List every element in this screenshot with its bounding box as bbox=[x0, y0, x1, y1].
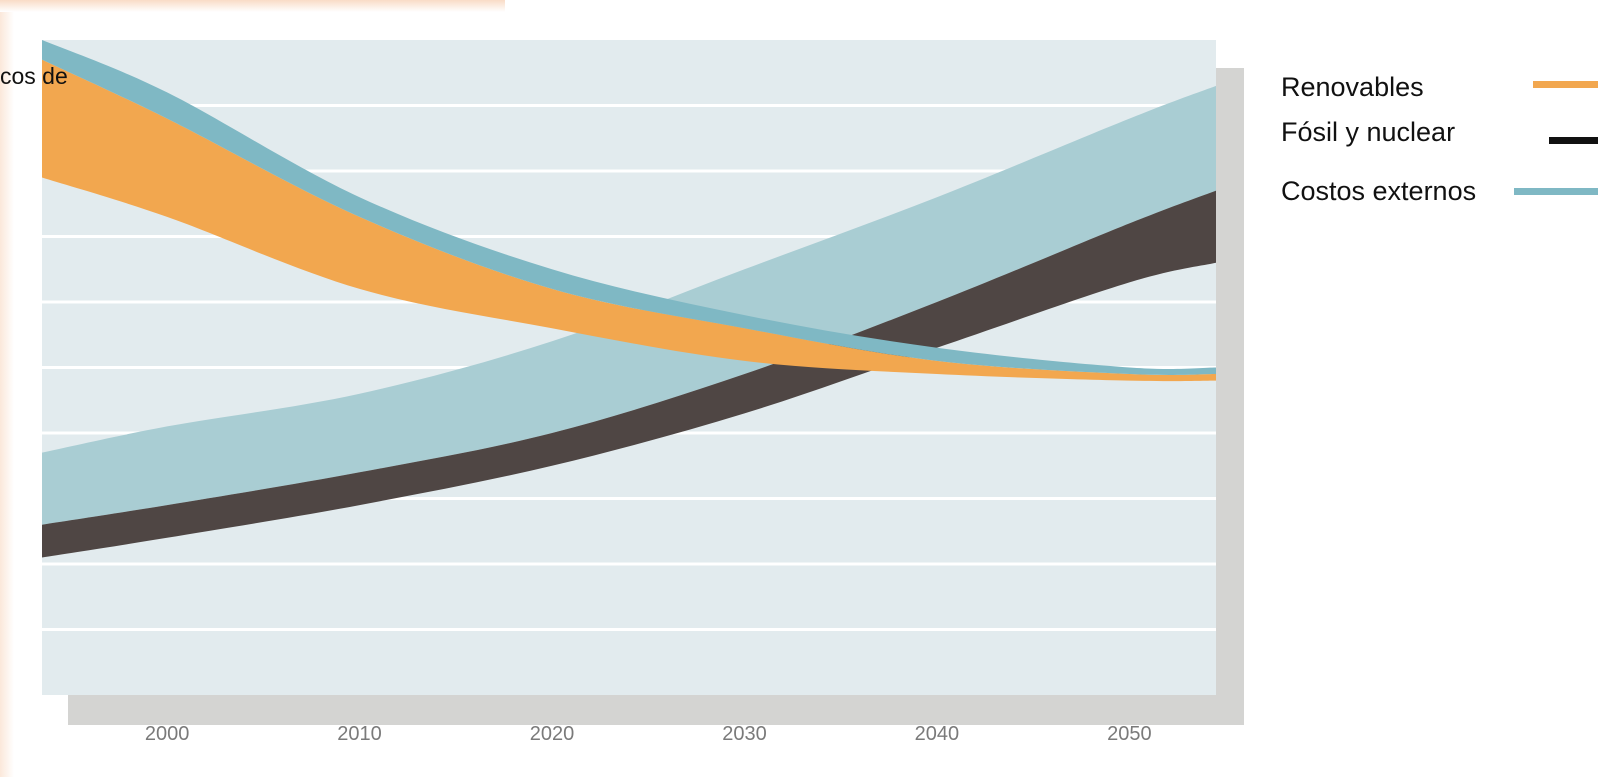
band-renovables bbox=[42, 59, 1216, 382]
x-tick-label: 2030 bbox=[722, 723, 767, 745]
x-axis-ticks: 2000 2010 2020 2030 2040 2050 bbox=[145, 723, 1152, 745]
x-tick-label: 2020 bbox=[530, 723, 575, 745]
band-fosil-nuclear bbox=[42, 190, 1216, 558]
legend-label-costos-externos: Costos externos bbox=[1281, 176, 1477, 206]
legend-swatch-costos-externos bbox=[1514, 188, 1598, 195]
legend-label-renovables: Renovables bbox=[1281, 72, 1424, 102]
x-tick-label: 2040 bbox=[915, 723, 960, 745]
cropped-heading-text: cos de bbox=[0, 63, 68, 89]
x-tick-label: 2050 bbox=[1107, 723, 1152, 745]
top-decorative-strip bbox=[0, 0, 505, 12]
legend-swatch-renovables bbox=[1533, 81, 1598, 88]
legend-label-fosil-nuclear: Fósil y nuclear bbox=[1281, 117, 1456, 147]
legend-swatch-fosil-nuclear bbox=[1549, 137, 1598, 144]
data-bands bbox=[42, 40, 1216, 558]
band-costos-externos bbox=[42, 85, 1216, 525]
x-tick-label: 2000 bbox=[145, 723, 190, 745]
x-tick-label: 2010 bbox=[337, 723, 382, 745]
